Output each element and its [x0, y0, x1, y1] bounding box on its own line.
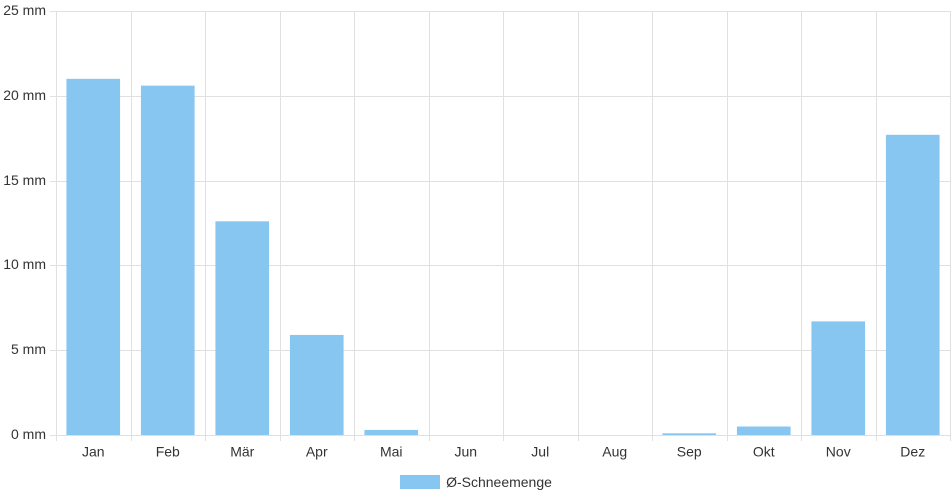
x-tick-label: Dez	[900, 444, 925, 460]
bars	[66, 78, 940, 436]
x-tick-label: Nov	[826, 444, 851, 460]
legend-swatch	[400, 475, 441, 489]
x-axis-ticks: Jan Feb Mär Apr Mai Jun Jul Aug Sep Okt Nov Dez	[82, 444, 925, 460]
x-tick-label: Mai	[380, 444, 403, 460]
legend: Ø-Schneemenge	[0, 470, 952, 494]
x-tick-label: Mär	[230, 444, 254, 460]
x-tick-label: Jun	[454, 444, 477, 460]
bar-okt	[736, 426, 791, 435]
y-axis-ticks: 0 mm 5 mm 10 mm 15 mm 20 mm 25 mm	[3, 2, 46, 442]
bar-sep	[662, 433, 717, 435]
bar-dez	[885, 134, 940, 436]
bar-mär	[215, 221, 270, 435]
x-tick-label: Feb	[156, 444, 180, 460]
x-tick-label: Okt	[753, 444, 775, 460]
bar-nov	[811, 321, 866, 435]
grid-lines	[50, 11, 951, 441]
x-tick-label: Jan	[82, 444, 105, 460]
y-tick-label: 15 mm	[3, 172, 46, 188]
bar-feb	[140, 85, 195, 436]
y-tick-label: 5 mm	[11, 341, 46, 357]
x-tick-label: Jul	[531, 444, 549, 460]
y-tick-label: 0 mm	[11, 426, 46, 442]
x-tick-label: Sep	[677, 444, 702, 460]
y-tick-label: 20 mm	[3, 87, 46, 103]
bar-jan	[66, 78, 121, 435]
y-tick-label: 10 mm	[3, 256, 46, 272]
x-tick-label: Apr	[306, 444, 328, 460]
legend-label[interactable]: Ø-Schneemenge	[446, 474, 552, 490]
x-tick-label: Aug	[602, 444, 627, 460]
bar-apr	[289, 334, 344, 435]
bar-mai	[364, 429, 419, 435]
y-tick-label: 25 mm	[3, 2, 46, 18]
snow-bar-chart: 0 mm 5 mm 10 mm 15 mm 20 mm 25 mm Jan Feb Mär Ap…	[3, 2, 951, 460]
